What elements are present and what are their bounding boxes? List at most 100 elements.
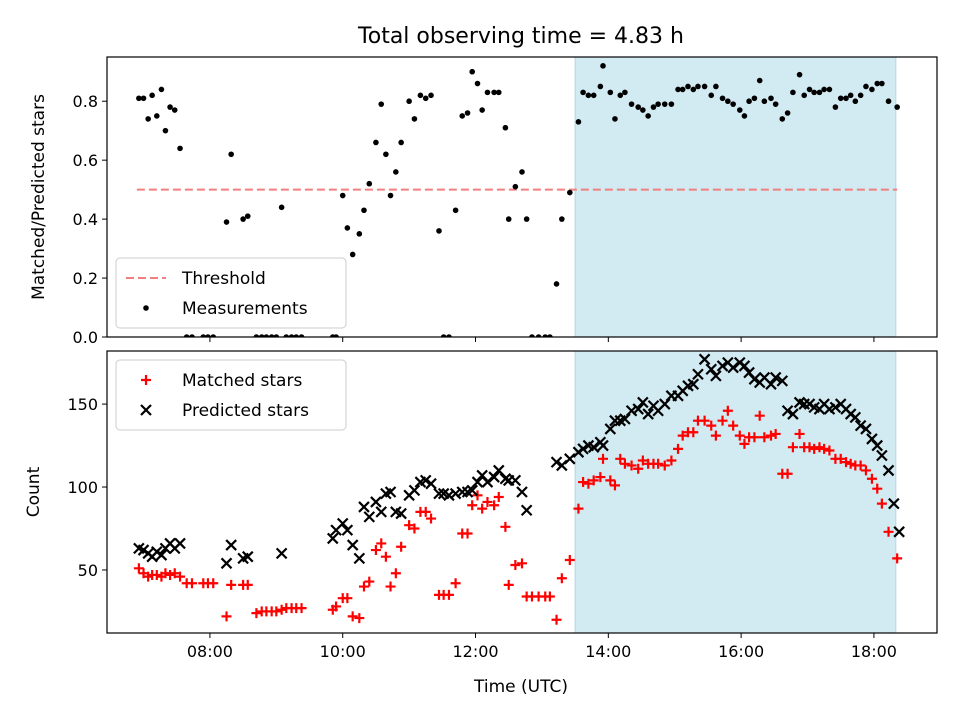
matched-stars-point <box>517 558 527 569</box>
matched-stars-point <box>169 568 180 579</box>
matched-stars-point <box>426 513 437 524</box>
measurements-point <box>288 334 295 337</box>
y-axis-label: Matched/Predicted stars <box>29 94 49 300</box>
predicted-stars-point <box>353 552 366 565</box>
measurements-point <box>244 213 251 219</box>
predicted-stars-point <box>466 484 478 497</box>
y-tick-label: 0.4 <box>73 210 98 229</box>
measurements-point <box>452 207 459 214</box>
measurements-point <box>366 180 373 187</box>
measurements-point <box>263 334 270 337</box>
predicted-stars-point <box>346 539 359 551</box>
matched-stars-point <box>276 604 287 615</box>
measurements-point <box>725 98 731 105</box>
measurements-point <box>575 119 582 125</box>
measurements-point <box>655 101 661 107</box>
predicted-stars-point <box>637 396 649 409</box>
matched-stars-point <box>500 521 511 532</box>
matched-stars-point <box>358 581 369 592</box>
measurements-point <box>713 83 719 90</box>
measurements-point <box>361 207 367 214</box>
predicted-stars-point <box>225 539 237 551</box>
measurements-point <box>679 86 686 93</box>
matched-stars-point <box>347 611 358 622</box>
predicted-stars-point <box>854 419 867 432</box>
matched-stars-point <box>242 579 253 590</box>
measurements-point <box>874 80 881 87</box>
matched-stars-point <box>866 473 877 484</box>
measurements-point <box>894 104 900 110</box>
measurements-point <box>796 71 803 78</box>
measurements-point <box>436 228 442 234</box>
matched-stars-point <box>860 465 871 476</box>
x-tick-label: 08:00 <box>187 642 233 661</box>
matched-stars-point <box>151 569 162 580</box>
x-tick-label: 10:00 <box>320 642 366 661</box>
measurements-point <box>580 89 586 96</box>
predicted-stars-point <box>358 501 370 513</box>
matched-stars-point <box>564 555 575 566</box>
predicted-stars-point <box>619 413 631 425</box>
measurements-point <box>373 139 379 146</box>
matched-stars-point <box>573 503 584 514</box>
matched-stars-point <box>722 405 733 416</box>
matched-stars-point <box>666 455 677 466</box>
matched-stars-point <box>835 453 846 464</box>
measurements-point <box>821 86 827 93</box>
measurements-point <box>459 113 466 119</box>
predicted-stars-point <box>384 486 397 498</box>
matched-stars-point <box>653 458 664 469</box>
predicted-stars-point <box>471 476 484 488</box>
y-tick-label: 150 <box>67 395 98 414</box>
measurements-point <box>806 86 813 93</box>
matched-stars-point <box>296 603 307 614</box>
measurements-point <box>417 92 424 99</box>
matched-stars-point <box>824 445 835 456</box>
matched-stars-point <box>482 496 493 507</box>
predicted-stars-point <box>433 487 445 500</box>
predicted-stars-point <box>716 360 729 372</box>
predicted-stars-point <box>625 404 638 417</box>
chart-title: Total observing time = 4.83 h <box>357 24 684 49</box>
measurements-point <box>635 104 641 110</box>
x-axis-label: Time (UTC) <box>473 677 568 697</box>
matched-stars-point <box>626 460 637 471</box>
measurements-point <box>708 92 715 99</box>
matched-stars-point <box>160 568 171 579</box>
measurements-point <box>339 192 346 199</box>
matched-stars-point <box>595 472 606 483</box>
measurements-point <box>650 104 657 110</box>
legend-frame <box>115 257 347 329</box>
measurements-point <box>863 83 869 90</box>
matched-stars-point <box>688 427 699 438</box>
measurements-point <box>772 101 779 107</box>
legend: Threshold Measurements <box>115 257 347 329</box>
measurements-point <box>585 92 592 99</box>
predicted-stars-point <box>577 443 589 455</box>
measurements-point <box>837 95 844 102</box>
matched-stars-point <box>385 581 396 592</box>
matched-stars-point <box>503 579 514 590</box>
measurements-point <box>495 89 502 96</box>
matched-stars-point <box>271 606 282 617</box>
matched-stars-point <box>855 460 866 471</box>
matched-stars-point <box>699 415 710 426</box>
measurements-point <box>730 101 736 107</box>
measurements-point <box>523 216 530 222</box>
measurements-point <box>387 192 394 199</box>
matched-stars-point <box>794 428 805 439</box>
measurements-point <box>136 95 142 102</box>
y-tick-label: 0.6 <box>73 151 98 170</box>
measurements-point <box>741 113 748 119</box>
predicted-stars-point <box>275 547 288 560</box>
matched-stars-point <box>376 538 387 549</box>
measurements-point <box>228 151 234 158</box>
measurements-point <box>612 116 618 122</box>
matched-stars-point <box>544 591 555 602</box>
measurements-point <box>428 92 434 99</box>
matched-stars-point <box>390 568 401 579</box>
measurements-point <box>378 101 385 107</box>
measurements-point <box>811 89 817 96</box>
measurements-point <box>816 89 823 96</box>
matched-stars-point <box>175 571 186 582</box>
